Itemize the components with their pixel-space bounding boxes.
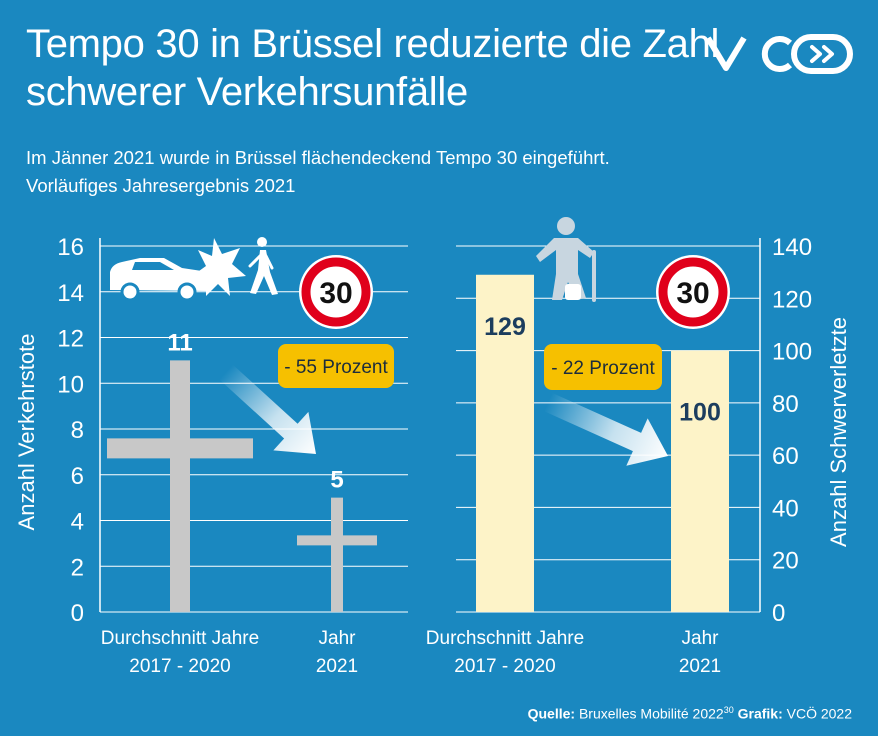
y-tick-label: 12	[57, 326, 84, 353]
trend-arrow-icon	[219, 364, 317, 455]
data-label: 11	[167, 329, 192, 356]
source-label: Quelle:	[527, 706, 576, 722]
y-tick-label: 14	[57, 280, 84, 307]
graphic-text: VCÖ 2022	[786, 706, 852, 722]
y-axis-label: Anzahl Verkehrstote	[14, 334, 39, 531]
y-tick-label: 140	[772, 234, 812, 261]
x-tick-label: 2017 - 2020	[454, 656, 555, 677]
x-tick-label: Durchschnitt Jahre	[426, 628, 584, 649]
chart-schwerverletzte: 0 20 40 60 80 100 120 140 Anzahl Schwerverletzte…	[426, 217, 851, 677]
percent-badge-label: - 22 Prozent	[551, 358, 655, 379]
data-label: 5	[330, 467, 343, 494]
y-tick-label: 6	[71, 463, 84, 490]
data-label: 129	[484, 313, 526, 341]
source-note: Quelle: Bruxelles Mobilité 202230 Grafik…	[528, 705, 852, 722]
y-tick-label: 120	[772, 286, 812, 313]
y-tick-label: 4	[71, 509, 84, 536]
source-superscript: 30	[723, 705, 734, 716]
bar	[476, 274, 534, 612]
percent-badge	[544, 344, 662, 390]
y-tick-label: 100	[772, 339, 812, 366]
speed-sign-30-icon: 30	[656, 255, 730, 329]
title-line-2: schwerer Verkehrsunfälle	[26, 70, 468, 114]
cross-marker-horizontal	[107, 438, 253, 459]
y-axis-label: Anzahl Schwerverletzte	[826, 317, 851, 547]
percent-badge	[278, 344, 394, 388]
cross-marker	[297, 497, 377, 612]
pedestrian-icon	[248, 237, 278, 295]
bar	[671, 350, 729, 612]
y-tick-label: 8	[71, 417, 84, 444]
chart-verkehrstote: 0 2 4 6 8 10 12 14 16 Anzahl Verkehrstote Durchsch…	[14, 234, 408, 677]
y-tick-label: 0	[772, 600, 785, 627]
crash-icon	[192, 238, 246, 296]
y-tick-label: 0	[71, 600, 84, 627]
y-tick-label: 2	[71, 554, 84, 581]
x-tick-label: Jahr	[319, 628, 357, 649]
percent-badge-label: - 55 Prozent	[284, 357, 388, 378]
x-tick-label: 2017 - 2020	[129, 656, 230, 677]
subtitle-line-1: Im Jänner 2021 wurde in Brüssel flächend…	[26, 147, 610, 168]
y-tick-label: 20	[772, 548, 799, 575]
cross-marker-vertical	[331, 497, 343, 612]
x-tick-label: Jahr	[682, 628, 720, 649]
subtitle-line-2: Vorläufiges Jahresergebnis 2021	[26, 175, 296, 196]
y-tick-label: 80	[772, 391, 799, 418]
cross-marker	[107, 360, 253, 612]
cross-marker-horizontal	[297, 535, 377, 546]
x-tick-label: 2021	[316, 656, 358, 677]
x-tick-label: Durchschnitt Jahre	[101, 628, 259, 649]
speed-sign-label: 30	[319, 277, 352, 310]
trend-arrow-icon	[543, 392, 668, 466]
speed-sign-30-icon: 30	[299, 255, 373, 329]
source-text: Bruxelles Mobilité 2022	[578, 706, 724, 722]
y-tick-label: 60	[772, 443, 799, 470]
cross-marker-vertical	[170, 360, 190, 612]
y-tick-label: 10	[57, 371, 84, 398]
vco-logo-icon	[706, 34, 853, 74]
title-line-1: Tempo 30 in Brüssel reduzierte die Zahl	[26, 22, 720, 66]
page-title: Tempo 30 in Brüssel reduzierte die Zahl …	[26, 20, 720, 116]
y-tick-label: 40	[772, 495, 799, 522]
data-label: 100	[679, 399, 721, 427]
subtitle: Im Jänner 2021 wurde in Brüssel flächend…	[26, 144, 610, 200]
car-icon	[110, 258, 208, 302]
speed-sign-label: 30	[676, 277, 709, 310]
injured-person-icon	[536, 217, 596, 302]
graphic-label: Grafik:	[737, 706, 783, 722]
y-tick-label: 16	[57, 234, 84, 261]
x-tick-label: 2021	[679, 656, 721, 677]
